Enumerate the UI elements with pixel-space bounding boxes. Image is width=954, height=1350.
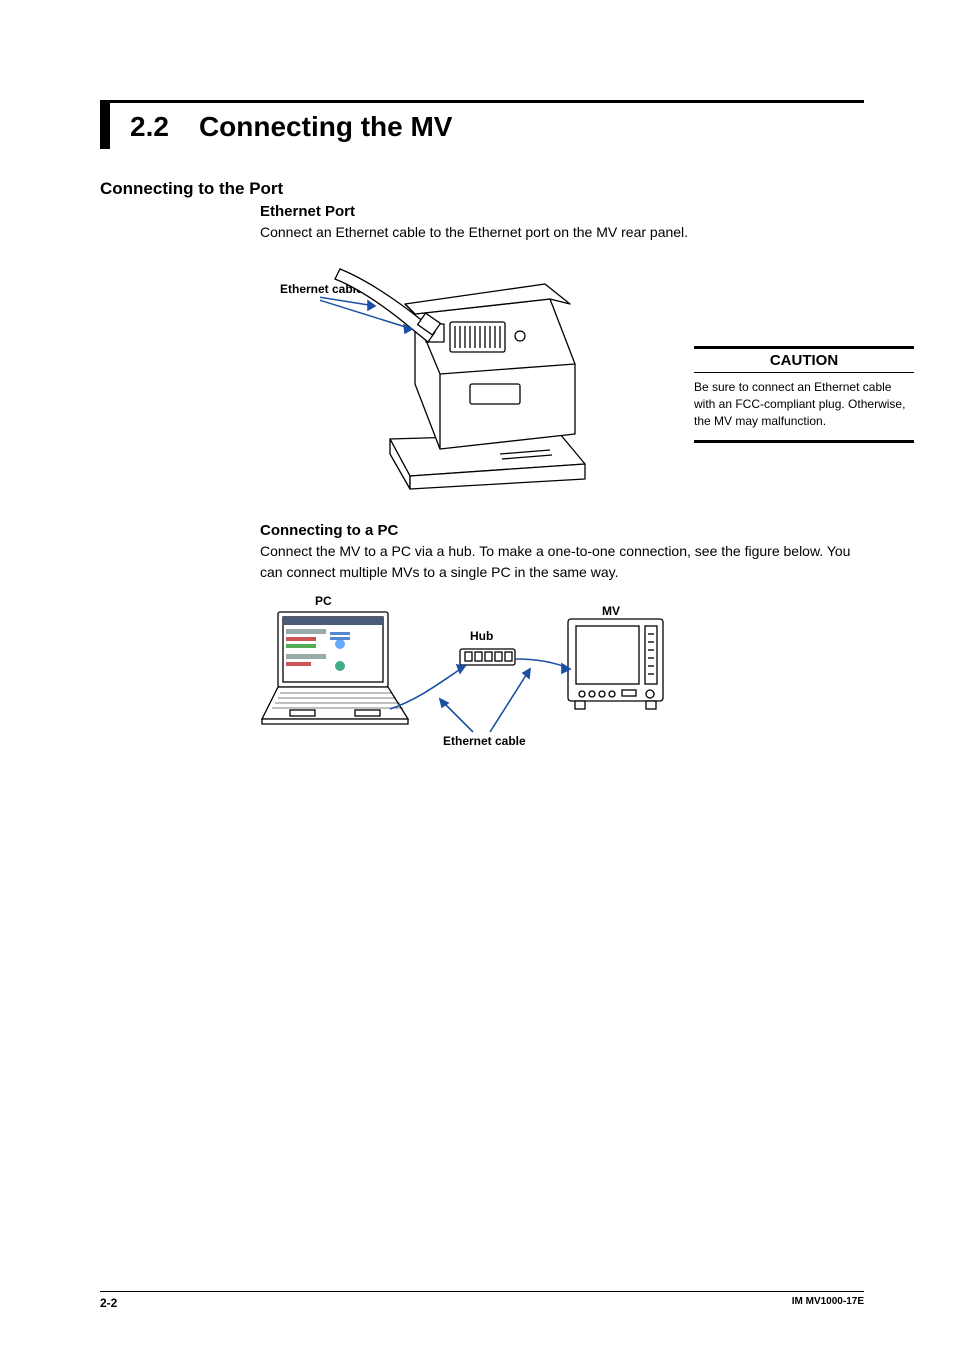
figure-ethernet-port: Ethernet cable xyxy=(260,254,864,494)
caution-block: CAUTION Be sure to connect an Ethernet c… xyxy=(694,346,914,442)
ethernet-port-heading: Ethernet Port xyxy=(260,203,864,220)
figure-pc-hub-mv: PC Hub MV Ethernet cable xyxy=(260,594,864,764)
connecting-pc-heading: Connecting to a PC xyxy=(260,522,864,539)
section-number: 2.2 xyxy=(130,111,169,143)
section-header: 2.2 Connecting the MV xyxy=(100,100,864,149)
caution-text: Be sure to connect an Ethernet cable wit… xyxy=(694,379,914,442)
section-title-text: Connecting the MV xyxy=(199,111,453,143)
page-footer: 2-2 IM MV1000-17E xyxy=(100,1291,864,1310)
footer-doc-id: IM MV1000-17E xyxy=(792,1296,864,1310)
footer-page: 2-2 xyxy=(100,1296,117,1310)
caution-title: CAUTION xyxy=(694,346,914,373)
section-accent-bar xyxy=(100,103,110,149)
ethernet-port-text: Connect an Ethernet cable to the Etherne… xyxy=(260,222,864,242)
section-title: 2.2 Connecting the MV xyxy=(130,103,452,149)
network-diagram xyxy=(260,594,690,754)
connecting-pc-text: Connect the MV to a PC via a hub. To mak… xyxy=(260,541,864,582)
subsection-title: Connecting to the Port xyxy=(100,179,864,199)
device-illustration xyxy=(320,254,630,494)
